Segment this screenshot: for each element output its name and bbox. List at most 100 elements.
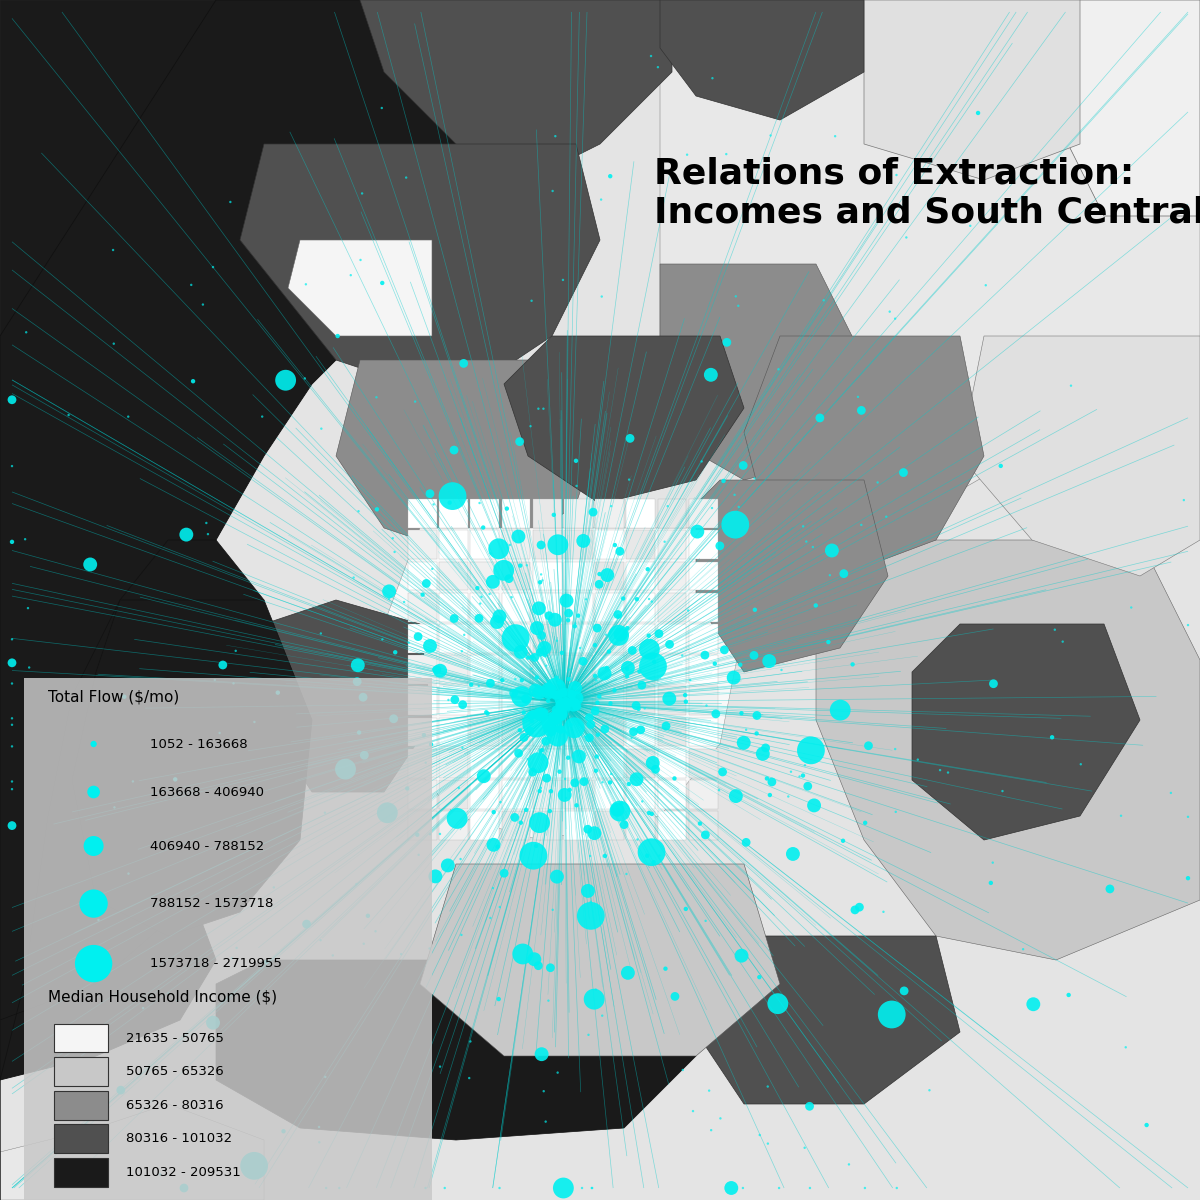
Point	[696, 911, 715, 930]
Point	[535, 646, 554, 665]
Point	[619, 774, 638, 793]
Point	[538, 671, 557, 690]
Point	[538, 728, 557, 748]
Point	[570, 638, 589, 658]
Point	[530, 743, 550, 762]
Polygon shape	[0, 1104, 264, 1200]
Point	[724, 668, 743, 688]
Polygon shape	[264, 600, 432, 792]
Point	[181, 275, 200, 294]
Polygon shape	[626, 811, 655, 840]
Point	[89, 911, 108, 930]
Point	[586, 636, 605, 655]
Point	[660, 635, 679, 654]
Point	[707, 704, 726, 724]
Point	[514, 710, 533, 730]
Polygon shape	[595, 593, 624, 622]
Point	[731, 655, 750, 674]
Polygon shape	[658, 624, 686, 653]
Text: 1052 - 163668: 1052 - 163668	[150, 738, 247, 750]
Point	[586, 666, 605, 685]
Polygon shape	[240, 144, 600, 384]
Polygon shape	[658, 499, 686, 528]
Point	[350, 251, 370, 270]
Point	[226, 641, 245, 660]
Point	[730, 497, 749, 516]
Point	[426, 866, 445, 886]
Point	[502, 588, 521, 607]
Point	[678, 601, 697, 620]
Point	[856, 814, 875, 833]
Polygon shape	[658, 562, 686, 590]
Point	[737, 833, 756, 852]
Point	[529, 683, 548, 702]
Point	[710, 1109, 730, 1128]
Point	[443, 486, 462, 505]
Point	[536, 656, 556, 676]
Polygon shape	[72, 600, 312, 936]
Point	[628, 589, 647, 608]
Point	[551, 720, 570, 739]
Point	[550, 686, 569, 706]
Point	[317, 1178, 336, 1198]
Polygon shape	[502, 655, 530, 684]
Point	[385, 643, 404, 662]
Point	[2, 533, 22, 552]
Point	[540, 720, 559, 739]
Polygon shape	[626, 593, 655, 622]
Point	[592, 287, 611, 306]
Point	[548, 726, 568, 745]
Point	[646, 760, 665, 779]
Point	[438, 856, 457, 875]
Point	[494, 864, 514, 883]
Point	[848, 388, 868, 407]
Point	[527, 668, 546, 688]
Point	[523, 762, 542, 781]
Point	[518, 750, 538, 769]
Point	[512, 671, 532, 690]
Polygon shape	[626, 780, 655, 809]
Point	[1178, 616, 1198, 635]
Point	[533, 571, 552, 590]
Point	[431, 824, 450, 844]
Point	[558, 694, 577, 713]
Polygon shape	[564, 655, 593, 684]
Polygon shape	[658, 718, 686, 746]
Point	[542, 713, 562, 732]
Polygon shape	[470, 655, 499, 684]
Point	[550, 762, 569, 781]
Polygon shape	[626, 686, 655, 715]
Polygon shape	[564, 593, 593, 622]
Polygon shape	[626, 562, 655, 590]
Point	[424, 494, 443, 514]
Point	[737, 720, 756, 739]
Point	[802, 740, 821, 760]
Point	[2, 630, 22, 649]
Point	[566, 694, 586, 713]
Text: 80316 - 101032: 80316 - 101032	[126, 1133, 232, 1145]
Point	[484, 803, 503, 822]
Point	[470, 493, 490, 512]
Point	[510, 432, 529, 451]
Point	[886, 310, 905, 329]
Point	[601, 694, 620, 713]
Point	[760, 652, 779, 671]
Point	[638, 559, 658, 578]
Point	[548, 535, 568, 554]
Point	[822, 541, 841, 560]
Point	[379, 589, 398, 608]
Polygon shape	[502, 686, 530, 715]
Point	[793, 766, 812, 785]
Point	[500, 535, 520, 554]
Point	[344, 568, 364, 587]
Point	[1061, 376, 1080, 395]
Polygon shape	[439, 749, 468, 778]
Point	[575, 727, 594, 746]
Point	[491, 792, 510, 811]
Point	[908, 750, 928, 769]
Point	[528, 754, 547, 773]
Point	[452, 738, 472, 757]
Point	[104, 798, 124, 817]
Point	[416, 574, 436, 593]
Point	[930, 761, 949, 780]
